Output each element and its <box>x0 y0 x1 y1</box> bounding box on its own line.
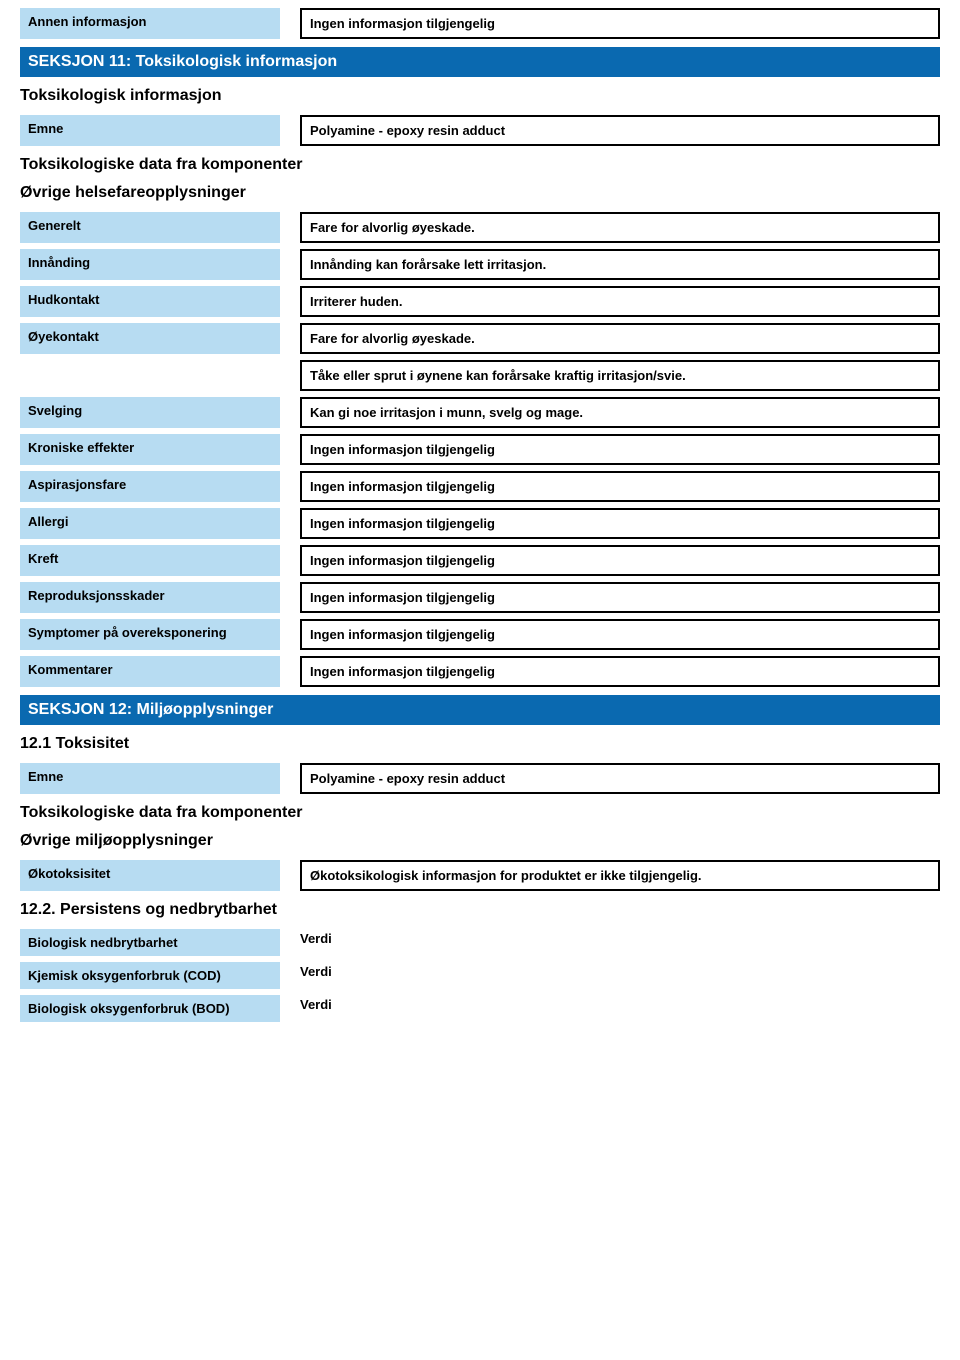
row-emne-s11: Emne Polyamine - epoxy resin adduct <box>20 115 940 146</box>
section-11-sub1: Toksikologisk informasjon <box>20 87 940 105</box>
row-biologisk-nedbrytbarhet: Biologisk nedbrytbarhet Verdi <box>20 929 940 956</box>
value-innanding: Innånding kan forårsake lett irritasjon. <box>300 249 940 280</box>
value-symptomer: Ingen informasjon tilgjengelig <box>300 619 940 650</box>
value-oyekontakt-extra: Tåke eller sprut i øynene kan forårsake … <box>300 360 940 391</box>
row-oyekontakt-extra: Tåke eller sprut i øynene kan forårsake … <box>20 360 940 391</box>
value-allergi: Ingen informasjon tilgjengelig <box>300 508 940 539</box>
label-generelt: Generelt <box>20 212 280 243</box>
section-12-header: SEKSJON 12: Miljøopplysninger <box>20 695 940 725</box>
value-svelging: Kan gi noe irritasjon i munn, svelg og m… <box>300 397 940 428</box>
value-kreft: Ingen informasjon tilgjengelig <box>300 545 940 576</box>
row-cod: Kjemisk oksygenforbruk (COD) Verdi <box>20 962 940 989</box>
label-emne-s12: Emne <box>20 763 280 794</box>
label-hudkontakt: Hudkontakt <box>20 286 280 317</box>
value-emne-s12: Polyamine - epoxy resin adduct <box>300 763 940 794</box>
label-kroniske: Kroniske effekter <box>20 434 280 465</box>
value-annen-informasjon: Ingen informasjon tilgjengelig <box>300 8 940 39</box>
row-allergi: Allergi Ingen informasjon tilgjengelig <box>20 508 940 539</box>
label-bod: Biologisk oksygenforbruk (BOD) <box>20 995 280 1022</box>
row-svelging: Svelging Kan gi noe irritasjon i munn, s… <box>20 397 940 428</box>
label-innanding: Innånding <box>20 249 280 280</box>
value-emne-s11: Polyamine - epoxy resin adduct <box>300 115 940 146</box>
value-aspirasjon: Ingen informasjon tilgjengelig <box>300 471 940 502</box>
row-hudkontakt: Hudkontakt Irriterer huden. <box>20 286 940 317</box>
row-okotoksisitet: Økotoksisitet Økotoksikologisk informasj… <box>20 860 940 891</box>
value-biologisk-nedbrytbarhet: Verdi <box>300 929 332 956</box>
value-okotoksisitet: Økotoksikologisk informasjon for produkt… <box>300 860 940 891</box>
label-svelging: Svelging <box>20 397 280 428</box>
label-biologisk-nedbrytbarhet: Biologisk nedbrytbarhet <box>20 929 280 956</box>
section-12-sub3: Øvrige miljøopplysninger <box>20 832 940 850</box>
value-hudkontakt: Irriterer huden. <box>300 286 940 317</box>
row-oyekontakt: Øyekontakt Fare for alvorlig øyeskade. <box>20 323 940 354</box>
value-generelt: Fare for alvorlig øyeskade. <box>300 212 940 243</box>
label-reproduksjon: Reproduksjonsskader <box>20 582 280 613</box>
section-12-sub2: Toksikologiske data fra komponenter <box>20 804 940 822</box>
label-allergi: Allergi <box>20 508 280 539</box>
label-cod: Kjemisk oksygenforbruk (COD) <box>20 962 280 989</box>
row-kommentarer: Kommentarer Ingen informasjon tilgjengel… <box>20 656 940 687</box>
label-okotoksisitet: Økotoksisitet <box>20 860 280 891</box>
row-reproduksjon: Reproduksjonsskader Ingen informasjon ti… <box>20 582 940 613</box>
section-12-sub1: 12.1 Toksisitet <box>20 735 940 753</box>
row-annen-informasjon: Annen informasjon Ingen informasjon tilg… <box>20 8 940 39</box>
row-kroniske: Kroniske effekter Ingen informasjon tilg… <box>20 434 940 465</box>
row-innanding: Innånding Innånding kan forårsake lett i… <box>20 249 940 280</box>
row-kreft: Kreft Ingen informasjon tilgjengelig <box>20 545 940 576</box>
row-symptomer: Symptomer på overeksponering Ingen infor… <box>20 619 940 650</box>
label-kommentarer: Kommentarer <box>20 656 280 687</box>
value-reproduksjon: Ingen informasjon tilgjengelig <box>300 582 940 613</box>
label-kreft: Kreft <box>20 545 280 576</box>
row-bod: Biologisk oksygenforbruk (BOD) Verdi <box>20 995 940 1022</box>
value-kroniske: Ingen informasjon tilgjengelig <box>300 434 940 465</box>
label-symptomer: Symptomer på overeksponering <box>20 619 280 650</box>
label-emne-s11: Emne <box>20 115 280 146</box>
section-11-header: SEKSJON 11: Toksikologisk informasjon <box>20 47 940 77</box>
label-aspirasjon: Aspirasjonsfare <box>20 471 280 502</box>
value-kommentarer: Ingen informasjon tilgjengelig <box>300 656 940 687</box>
label-annen-informasjon: Annen informasjon <box>20 8 280 39</box>
value-cod: Verdi <box>300 962 332 989</box>
label-oyekontakt: Øyekontakt <box>20 323 280 354</box>
section-11-sub2: Toksikologiske data fra komponenter <box>20 156 940 174</box>
row-generelt: Generelt Fare for alvorlig øyeskade. <box>20 212 940 243</box>
value-oyekontakt: Fare for alvorlig øyeskade. <box>300 323 940 354</box>
row-emne-s12: Emne Polyamine - epoxy resin adduct <box>20 763 940 794</box>
row-aspirasjon: Aspirasjonsfare Ingen informasjon tilgje… <box>20 471 940 502</box>
value-bod: Verdi <box>300 995 332 1022</box>
section-11-sub3: Øvrige helsefareopplysninger <box>20 184 940 202</box>
section-12-sub4: 12.2. Persistens og nedbrytbarhet <box>20 901 940 919</box>
